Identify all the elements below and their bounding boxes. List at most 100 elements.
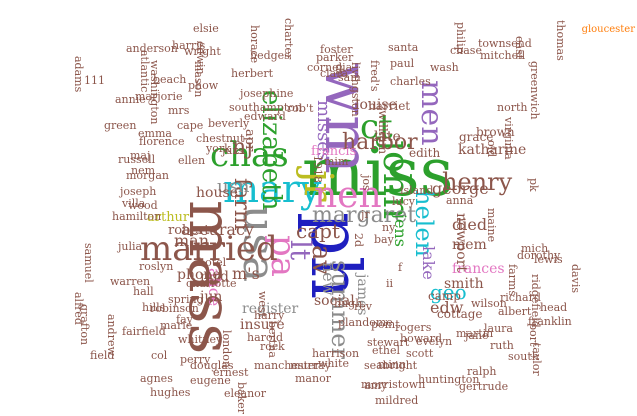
cloud-word: agnes [140, 372, 173, 385]
cloud-word: wash [430, 61, 459, 74]
cloud-word: house [196, 185, 238, 201]
cloud-word: jane [465, 329, 489, 342]
cloud-word: lewis [534, 253, 563, 266]
cloud-word: george [432, 179, 489, 198]
cloud-word: francis [311, 144, 357, 159]
cloud-word: lucy [392, 195, 415, 208]
cloud-word: capt [296, 219, 340, 243]
cloud-word: new [319, 262, 338, 296]
cloud-word: nem [131, 164, 156, 177]
cloud-word: seabright [364, 359, 418, 372]
cloud-word: parker [316, 51, 354, 64]
cloud-word: white [318, 357, 349, 370]
cloud-word: head [540, 301, 568, 314]
cloud-word: william [376, 110, 390, 155]
cloud-word: mem [452, 237, 487, 253]
cloud-word: grace [459, 130, 494, 144]
cloud-word: huntington [418, 373, 480, 386]
cloud-word: eleanor [224, 387, 267, 400]
cloud-word: laura [484, 322, 513, 335]
cloud-word: york [206, 142, 231, 155]
cloud-word: manchester [254, 359, 320, 372]
cloud-word: villa [122, 197, 146, 210]
cloud-word: murray [290, 359, 331, 372]
cloud-word: santa [388, 41, 419, 54]
cloud-word: morristown [361, 378, 426, 391]
cloud-word: franklin [528, 315, 572, 328]
cloud-word: wood [128, 199, 158, 212]
cloud-word: rogers [395, 321, 432, 334]
cloud-word: died [452, 215, 488, 234]
cloud-word: ruth [490, 339, 514, 352]
cloud-word: london [220, 330, 233, 368]
cloud-word: jurs [222, 144, 244, 157]
cloud-word: mrs [168, 104, 190, 117]
cloud-word: whitney [178, 333, 223, 346]
cloud-word: mrd [200, 269, 229, 285]
cloud-word: edwin [194, 41, 207, 75]
cloud-word: man [174, 231, 210, 250]
cloud-word: register [242, 301, 299, 317]
cloud-word: fairfield [122, 325, 166, 338]
cloud-word: men [414, 80, 449, 146]
cloud-word: ernest [213, 366, 249, 379]
cloud-word: dr [333, 64, 346, 77]
cloud-word: marjorie [135, 90, 183, 103]
cloud-word: grafton [78, 304, 91, 346]
cloud-word: foster [320, 43, 353, 56]
cloud-word: samuel [82, 243, 95, 283]
cloud-word: thomas [554, 20, 567, 61]
cloud-word: julia [118, 240, 143, 253]
cloud-word: phone [177, 267, 221, 283]
cloud-word: green [104, 119, 137, 132]
cloud-word: amy [364, 379, 388, 392]
cloud-word: nen [314, 175, 382, 216]
cloud-word: lake [419, 246, 438, 280]
cloud-word: ny [382, 221, 396, 234]
cloud-word: mim [324, 155, 349, 168]
cloud-word: katharine [458, 142, 527, 158]
cloud-word: hamilton [112, 210, 162, 223]
cloud-word: beach [153, 73, 187, 86]
cloud-word: morgan [126, 169, 169, 182]
cloud-word: married [140, 229, 278, 269]
cloud-word: f [398, 261, 403, 274]
cloud-word: minn [378, 358, 407, 371]
cloud-word: ralph [467, 365, 497, 378]
cloud-word: charles [390, 75, 431, 88]
cloud-word: dorothy [517, 249, 561, 262]
cloud-word: southampton [229, 101, 303, 114]
cloud-word: rev [354, 300, 372, 313]
cloud-word: 111 [84, 74, 105, 87]
cloud-word: livingston [349, 62, 362, 117]
cloud-word: albert [498, 305, 532, 318]
cloud-word: beverly [208, 117, 250, 130]
cloud-word: west [256, 291, 269, 317]
cloud-word: pk [527, 178, 540, 192]
cloud-word: south [508, 350, 539, 363]
cloud-word: insure [240, 317, 285, 333]
cloud-word: cottage [437, 307, 483, 321]
cloud-word: richard [500, 291, 541, 304]
cloud-word: ct [360, 107, 393, 147]
cloud-word: warren [110, 275, 151, 288]
cloud-word: emma [138, 127, 172, 140]
cloud-word: bay [374, 233, 394, 246]
cloud-word: harrison [312, 347, 360, 360]
cloud-word: hedges [250, 49, 290, 62]
cloud-word: philip [454, 22, 467, 54]
cloud-word: camp [428, 289, 461, 303]
cloud-word: marie [160, 319, 193, 332]
cloud-word: social [314, 293, 355, 309]
cloud-word: mitchell [480, 49, 526, 62]
cloud-word: smith [444, 276, 484, 292]
cloud-word: wilson [471, 297, 507, 310]
cloud-word: roslyn [139, 260, 174, 273]
cloud-word: apr [242, 129, 257, 152]
cloud-word: ethel [372, 344, 401, 357]
cloud-word: gertrude [459, 380, 509, 393]
cloud-word: north [497, 101, 528, 114]
cloud-word: scott [406, 347, 434, 360]
cloud-word: gloucester [581, 24, 635, 35]
